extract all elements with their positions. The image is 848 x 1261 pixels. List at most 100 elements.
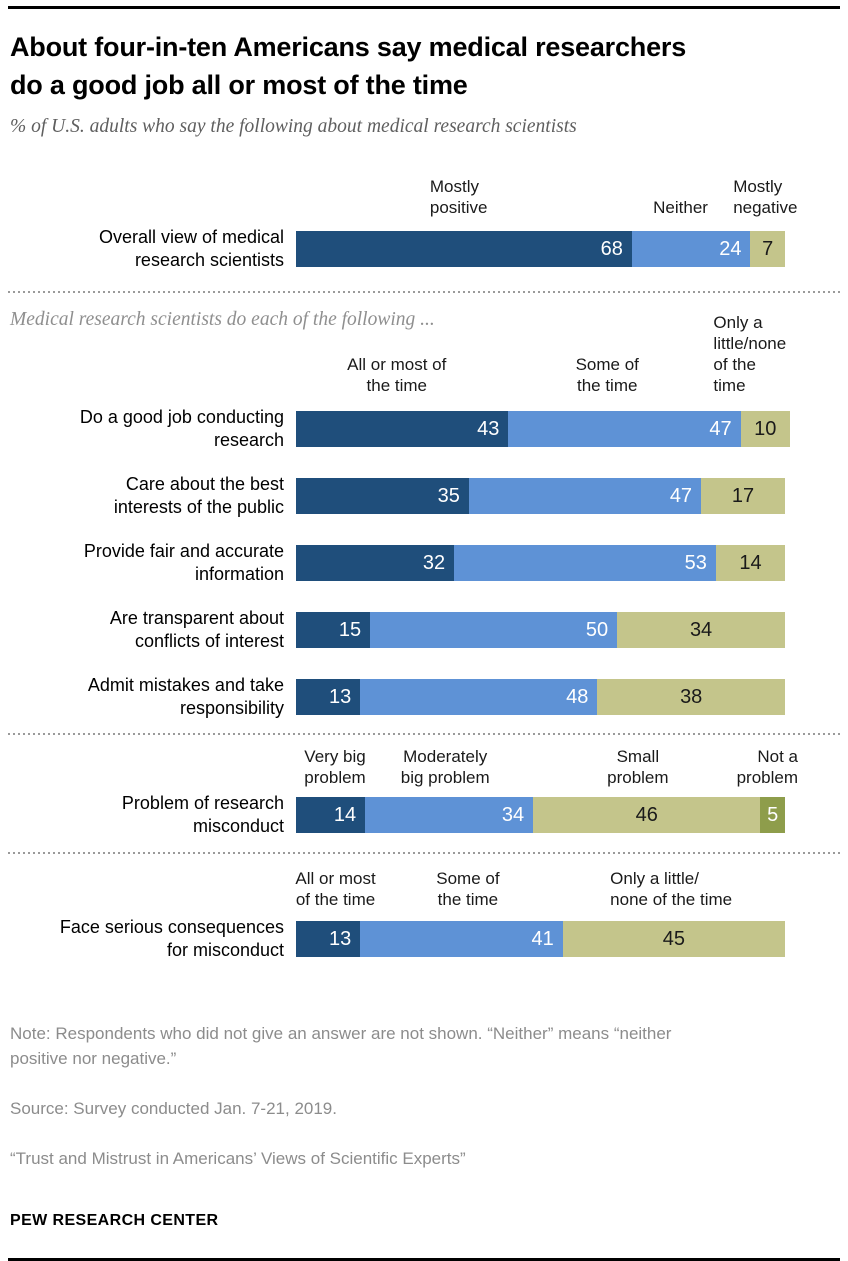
- value-label: 47: [709, 417, 732, 440]
- chart-row: Care about the best interests of the pub…: [0, 473, 848, 519]
- value-label: 35: [437, 484, 460, 507]
- bar-segment-dark_blue: 68: [296, 231, 632, 267]
- column-header: Not a problem: [736, 747, 798, 787]
- value-label: 10: [754, 417, 777, 440]
- bar-segment-dark_blue: 14: [296, 797, 366, 833]
- bar-segment-olive: 45: [562, 921, 786, 957]
- value-label: 41: [531, 927, 554, 950]
- bar-segment-olive: 34: [617, 612, 786, 648]
- stacked-bar: 15 50 34: [296, 612, 790, 648]
- section-divider: [8, 733, 840, 735]
- note-text: Note: Respondents who did not give an an…: [10, 1024, 672, 1068]
- column-header: Mostly negative: [733, 177, 798, 217]
- row-label: Admit mistakes and take responsibility: [87, 675, 284, 718]
- bar-segment-dark_blue: 13: [296, 921, 361, 957]
- bar-segment-dark_blue: 43: [296, 411, 509, 447]
- section-following: All or most of the time Some of the time O…: [0, 313, 848, 720]
- value-label: 38: [680, 685, 703, 708]
- chart-row: Admit mistakes and take responsibility 13…: [0, 674, 848, 720]
- value-label: 68: [600, 237, 623, 260]
- value-label: 46: [635, 803, 658, 826]
- row-label: Are transparent about conflicts of inter…: [109, 608, 284, 651]
- chart-sections: Mostly positive Neither Mostly negative Ove…: [0, 177, 848, 962]
- brand-wordmark: PEW RESEARCH CENTER: [10, 1212, 219, 1229]
- value-label: 32: [422, 551, 446, 574]
- value-label: 48: [566, 685, 589, 708]
- value-label: 43: [477, 417, 500, 440]
- value-label: 34: [501, 803, 525, 826]
- section-divider: [8, 852, 840, 854]
- chart-row: Problem of research misconduct 14 34 46 5: [0, 792, 848, 838]
- bar-segment-olive: 38: [597, 679, 786, 715]
- row-label: Provide fair and accurate information: [83, 541, 284, 584]
- bar-segment-dark_blue: 32: [296, 545, 455, 581]
- value-label: 14: [333, 803, 357, 826]
- section-intro: Medical research scientists do each of t…: [10, 309, 435, 330]
- bar-segment-light_blue: 47: [468, 478, 702, 514]
- column-header: Only a little/none of the time: [713, 313, 787, 395]
- stacked-bar: 14 34 46 5: [296, 797, 790, 833]
- bar-segment-olive: 46: [533, 797, 761, 833]
- bar-segment-light_blue: 41: [360, 921, 563, 957]
- stacked-bar: 13 48 38: [296, 679, 790, 715]
- value-label: 15: [338, 618, 362, 641]
- bar-segment-light_blue: 48: [360, 679, 598, 715]
- column-header: Neither: [653, 198, 708, 217]
- section-consequences: All or most of the time Some of the time O…: [0, 868, 848, 962]
- bar-segment-olive: 10: [740, 411, 790, 447]
- value-label: 45: [662, 927, 686, 950]
- column-header: Very big problem: [304, 747, 366, 787]
- bar-segment-dark_blue: 35: [296, 478, 469, 514]
- bar-segment-dark_olive: 5: [760, 797, 786, 833]
- chart-row: Provide fair and accurate information 32 5…: [0, 540, 848, 586]
- row-label: Face serious consequences for misconduct: [59, 917, 284, 960]
- value-label: 5: [767, 803, 779, 826]
- column-headers: All or most of the time Some of the time O…: [295, 868, 790, 912]
- bar-segment-olive: 14: [715, 545, 786, 581]
- row-label: Problem of research misconduct: [121, 793, 284, 836]
- top-rule: [8, 6, 840, 9]
- row-label: Care about the best interests of the pub…: [113, 474, 284, 517]
- column-headers: All or most of the time Some of the time O…: [296, 313, 790, 398]
- page-title: About four-in-ten Americans say medical …: [10, 32, 687, 100]
- value-label: 53: [684, 551, 707, 574]
- value-label: 34: [689, 618, 713, 641]
- stacked-bar: 68 24 7: [296, 231, 790, 267]
- value-label: 13: [328, 685, 352, 708]
- bar-segment-light_blue: 47: [508, 411, 741, 447]
- column-header: Only a little/ none of the time: [610, 869, 733, 909]
- stacked-bar: 13 41 45: [296, 921, 790, 957]
- value-label: 47: [669, 484, 693, 507]
- column-header: Small problem: [607, 747, 669, 787]
- row-label: Overall view of medical research scienti…: [98, 227, 284, 270]
- value-label: 13: [328, 927, 352, 950]
- chart-notes: Note: Respondents who did not give an an…: [10, 996, 838, 1196]
- bar-segment-dark_blue: 13: [296, 679, 361, 715]
- column-header: All or most of the time: [347, 355, 447, 395]
- column-header: Mostly positive: [429, 177, 488, 217]
- value-label: 7: [762, 237, 774, 260]
- value-label: 14: [739, 551, 762, 574]
- row-label: Do a good job conducting research: [79, 407, 284, 450]
- stacked-bar: 32 53 14: [296, 545, 790, 581]
- report-title-text: “Trust and Mistrust in Americans’ Views …: [10, 1149, 466, 1168]
- section-overall: Mostly positive Neither Mostly negative Ove…: [0, 177, 848, 272]
- value-label: 17: [731, 484, 755, 507]
- column-header: Some of the time: [436, 869, 500, 909]
- chart-row: Are transparent about conflicts of inter…: [0, 607, 848, 653]
- column-headers: Very big problem Moderately big problem Sm…: [296, 746, 798, 790]
- column-header: All or most of the time: [295, 869, 376, 909]
- bar-segment-light_blue: 53: [454, 545, 716, 581]
- column-headers: Mostly positive Neither Mostly negative: [296, 177, 798, 220]
- chart-row: Face serious consequences for misconduct…: [0, 916, 848, 962]
- value-label: 24: [719, 237, 742, 260]
- stacked-bar: 43 47 10: [296, 411, 790, 447]
- section-divider: [8, 291, 840, 293]
- bar-segment-light_blue: 50: [370, 612, 618, 648]
- bar-segment-olive: 17: [701, 478, 786, 514]
- column-header: Moderately big problem: [400, 747, 490, 787]
- column-header: Some of the time: [575, 355, 639, 395]
- stacked-bar: 35 47 17: [296, 478, 790, 514]
- page-subtitle: % of U.S. adults who say the following a…: [10, 116, 577, 137]
- chart-row: Do a good job conducting research 43 47 10: [0, 406, 848, 452]
